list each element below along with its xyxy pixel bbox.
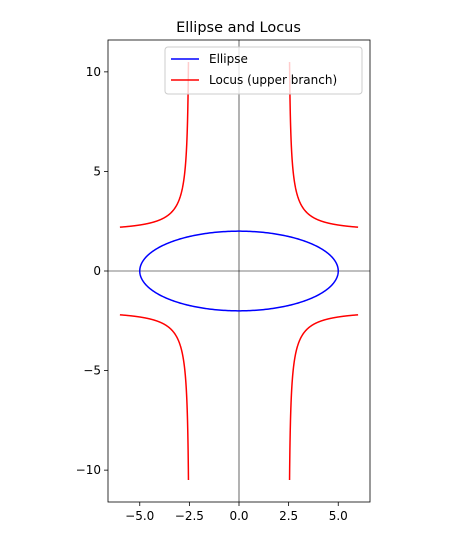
legend-box [164,46,363,95]
y-tick-label: 5 [93,164,101,178]
x-tick-label: 5.0 [329,509,348,523]
locus-branch-right-upper [288,61,359,228]
y-tick-label: 0 [93,264,101,278]
locus-branch-right-lower [288,314,359,481]
x-tick-label: 0.0 [229,509,248,523]
series-ellipse [139,230,339,312]
x-tick-label: −2.5 [175,509,204,523]
legend: Ellipse Locus (upper branch) [164,46,363,95]
ticks: −5.0 −2.5 0.0 2.5 5.0 −10 −5 0 5 10 [76,65,348,523]
series-layer [119,61,359,481]
y-tick-label: 10 [86,65,101,79]
y-tick-label: −10 [76,463,101,477]
plot-area [108,40,370,502]
legend-label: Ellipse [209,52,248,66]
locus-branch-left-upper [119,61,190,228]
y-tick-label: −5 [83,364,101,378]
locus-branch-left-lower [119,314,190,481]
x-tick-label: −5.0 [125,509,154,523]
x-tick-label: 2.5 [279,509,298,523]
chart-title: Ellipse and Locus [176,20,301,36]
legend-label: Locus (upper branch) [209,73,337,87]
